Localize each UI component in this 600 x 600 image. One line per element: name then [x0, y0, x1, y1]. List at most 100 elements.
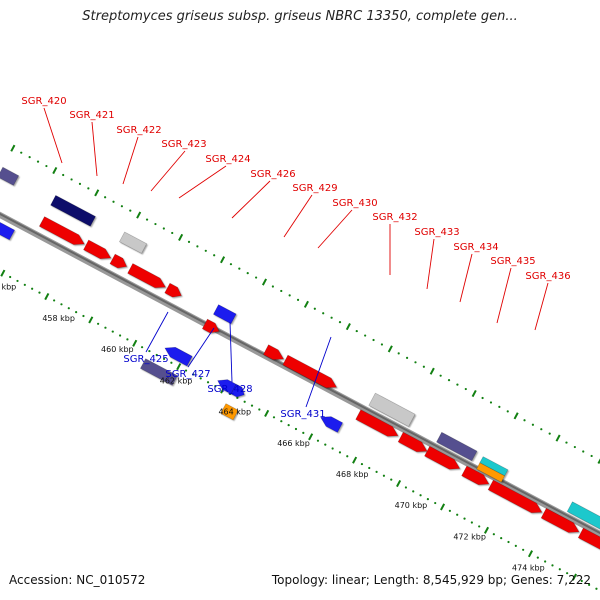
gene-SGR_432b[interactable] [355, 409, 399, 437]
gene-label-minus[interactable]: SGR_425 [123, 354, 168, 365]
kbp-ruler [0, 269, 598, 590]
kbp-tick-label: 474 kbp [512, 564, 545, 573]
outer-track-dot [313, 307, 316, 310]
outer-track-dot [380, 343, 384, 346]
gene-label-minus[interactable]: SGR_428 [207, 384, 252, 395]
gene-SGR_428[interactable] [220, 403, 239, 421]
gene-SGR_424[interactable] [127, 263, 167, 289]
kbp-tick-label: 458 kbp [42, 314, 75, 323]
gene-SGR_430[interactable] [282, 354, 338, 389]
outer-track-dot [405, 356, 409, 359]
gene-label-plus[interactable]: SGR_420 [21, 96, 66, 107]
gene-SGR_423[interactable] [109, 253, 128, 269]
outer-track-dot [296, 298, 300, 301]
gene-features[interactable] [0, 166, 600, 570]
gene-SGR_432[interactable] [368, 392, 416, 427]
gene-label-plus[interactable]: SGR_436 [525, 271, 570, 282]
leader-line [91, 121, 98, 177]
gene-SGR_424b[interactable] [164, 282, 182, 298]
ruler-dot [16, 279, 19, 283]
gene-label-minus[interactable]: SGR_431 [280, 409, 325, 420]
gene-SGR_437[interactable] [540, 507, 580, 533]
gene-SGR_422b[interactable] [83, 239, 112, 260]
kbp-tick-label: 460 kbp [101, 345, 134, 354]
gene-SGR_433[interactable] [397, 431, 428, 453]
ruler-major-tick [176, 363, 182, 371]
gene-SGR_426[interactable] [212, 304, 237, 325]
outer-track-dot [498, 405, 501, 408]
gene-SGR_434b[interactable] [436, 431, 478, 462]
ruler-major-tick [0, 269, 6, 277]
outer-track-dot [372, 338, 375, 342]
gene-SGR_435b[interactable] [476, 462, 506, 483]
gene-label-plus[interactable]: SGR_422 [116, 125, 161, 136]
outer-track-dot [187, 240, 191, 243]
outer-track-dot [523, 419, 526, 422]
gene-label-minus[interactable]: SGR_427 [165, 369, 210, 380]
gene-labels[interactable]: SGR_420SGR_421SGR_422SGR_423SGR_424SGR_4… [21, 96, 570, 420]
gene-label-plus[interactable]: SGR_424 [205, 154, 250, 165]
gene-SGR_427b[interactable] [230, 383, 245, 398]
gene-SGR_426b[interactable] [201, 318, 220, 334]
gene-SGR_420[interactable] [50, 194, 96, 227]
outer-track-dot [288, 294, 291, 297]
gene-label-plus[interactable]: SGR_435 [490, 256, 535, 267]
ruler-major-tick [44, 292, 50, 301]
ruler-major-tick [483, 526, 490, 534]
ruler-dot [536, 556, 539, 559]
outer-track-dot [104, 196, 107, 199]
gene-partial-minus[interactable] [0, 220, 16, 241]
leader-line [534, 282, 549, 331]
gene-label-plus[interactable]: SGR_423 [161, 139, 206, 150]
gene-SGR_438[interactable] [577, 527, 600, 551]
outer-track-dot [322, 312, 325, 315]
gene-SGR_425[interactable] [164, 346, 193, 367]
gene-partial-left[interactable] [0, 166, 20, 186]
gene-SGR_436b[interactable] [566, 501, 600, 535]
outer-track-dot [87, 187, 90, 190]
ruler-dot [492, 533, 495, 536]
outer-track-dot [271, 285, 274, 288]
ruler-major-tick [132, 339, 138, 347]
gene-label-plus[interactable]: SGR_421 [69, 110, 114, 121]
gene-SGR_434[interactable] [424, 445, 461, 470]
gene-SGR_431[interactable] [320, 416, 344, 433]
outer-track-major-tick [261, 278, 268, 286]
outer-track-dot [464, 387, 467, 391]
gene-label-plus[interactable]: SGR_433 [414, 227, 459, 238]
outer-track-dot [162, 227, 165, 230]
gene-SGR_425b[interactable] [139, 358, 178, 386]
ruler-dot [280, 420, 283, 423]
outer-track-dot [456, 383, 459, 386]
ruler-dot [544, 560, 547, 563]
gene-SGR_435c[interactable] [461, 465, 490, 486]
ruler-major-tick [352, 456, 358, 464]
ruler-dot [97, 322, 100, 325]
outer-track-dot [238, 267, 241, 270]
ruler-dot [434, 501, 437, 505]
gene-label-plus[interactable]: SGR_426 [250, 169, 295, 180]
ruler-dot [346, 455, 349, 458]
gene-label-plus[interactable]: SGR_434 [453, 242, 498, 253]
gene-SGR_422[interactable] [118, 231, 148, 254]
ruler-dot [111, 330, 114, 333]
ruler-dot [448, 509, 451, 512]
outer-track-major-tick [220, 256, 226, 264]
outer-track-major-tick [345, 323, 351, 331]
gene-SGR_429[interactable] [262, 344, 285, 360]
gene-label-plus[interactable]: SGR_430 [332, 198, 377, 209]
gene-SGR_436[interactable] [487, 479, 543, 514]
outer-track-major-tick [597, 458, 600, 464]
gene-SGR_421[interactable] [38, 216, 85, 245]
outer-track-dot [78, 182, 82, 185]
ruler-dot [360, 462, 364, 466]
gene-label-plus[interactable]: SGR_429 [292, 183, 337, 194]
gene-label-plus[interactable]: SGR_432 [372, 212, 417, 223]
ruler-dot [375, 470, 378, 473]
outer-track-major-tick [303, 300, 309, 308]
ruler-dot [67, 307, 70, 310]
outer-track-dot [531, 423, 535, 426]
ruler-major-tick [264, 409, 270, 417]
ruler-dot [287, 424, 290, 427]
